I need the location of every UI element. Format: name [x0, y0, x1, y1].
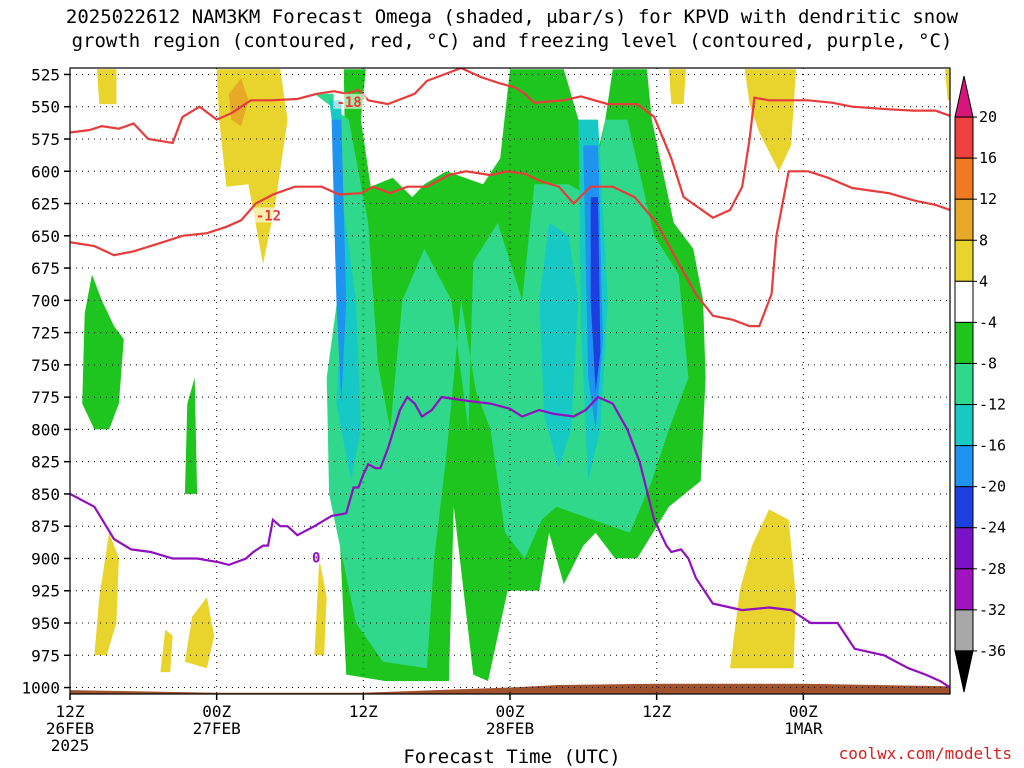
x-tick-label: 00Z	[496, 702, 525, 721]
colorbar-swatch	[954, 486, 974, 529]
y-tick-label: 625	[31, 195, 60, 214]
omega-region	[590, 197, 601, 391]
y-tick-label: 825	[31, 453, 60, 472]
x-tick-label: 1MAR	[784, 719, 823, 738]
omega-region	[668, 69, 686, 105]
colorbar-swatch	[954, 198, 974, 241]
colorbar-cap-bottom	[954, 650, 974, 693]
x-tick-label: 12Z	[642, 702, 671, 721]
y-tick-label: 900	[31, 549, 60, 568]
contour-label-bg	[333, 93, 367, 109]
colorbar-label: 20	[979, 108, 997, 126]
omega-region	[730, 509, 796, 669]
colorbar-label: -12	[979, 396, 1006, 414]
colorbar-swatch	[954, 239, 974, 282]
colorbar-label: -32	[979, 601, 1006, 619]
colorbar-label: -28	[979, 560, 1006, 578]
omega-region	[94, 532, 119, 656]
x-tick-label: 27FEB	[193, 719, 241, 738]
omega-region	[82, 274, 124, 430]
colorbar-cap-top	[954, 75, 974, 118]
y-tick-label: 750	[31, 356, 60, 375]
omega-region	[331, 119, 347, 404]
contour-line	[70, 170, 950, 328]
credit-link[interactable]: coolwx.com/modelts	[838, 744, 1012, 763]
omega-region	[184, 377, 198, 494]
x-tick-label: 12Z	[349, 702, 378, 721]
colorbar-label: -4	[979, 313, 997, 331]
chart-title-line2: growth region (contoured, red, °C) and f…	[71, 30, 953, 52]
y-tick-label: 600	[31, 162, 60, 181]
x-tick-label: 2025	[51, 736, 90, 755]
colorbar-label: 16	[979, 149, 997, 167]
colorbar-label: 4	[979, 272, 988, 290]
y-tick-label: 925	[31, 582, 60, 601]
contour-label: -12	[256, 208, 281, 224]
contour-label: 0	[312, 550, 320, 566]
x-axis-title: Forecast Time (UTC)	[403, 746, 621, 768]
y-tick-label: 875	[31, 517, 60, 536]
y-tick-label: 575	[31, 130, 60, 149]
y-tick-label: 675	[31, 259, 60, 278]
colorbar-label: 8	[979, 231, 988, 249]
y-tick-label: 950	[31, 614, 60, 633]
y-tick-label: 725	[31, 324, 60, 343]
contour-label-bg	[252, 207, 286, 223]
colorbar-swatch	[954, 609, 974, 652]
chart-title-line1: 2025022612 NAM3KM Forecast Omega (shaded…	[65, 6, 959, 28]
colorbar-label: -24	[979, 519, 1006, 537]
contour-line	[70, 395, 950, 689]
colorbar-label: -8	[979, 354, 997, 372]
omega-region	[96, 69, 117, 105]
omega-region	[744, 69, 796, 172]
contour-line	[70, 68, 950, 219]
colorbar-swatch	[954, 445, 974, 488]
omega-region	[314, 558, 327, 656]
y-tick-label: 850	[31, 485, 60, 504]
colorbar-swatch	[954, 157, 974, 200]
omega-region	[184, 597, 215, 669]
y-tick-label: 700	[31, 291, 60, 310]
colorbar-swatch	[954, 527, 974, 570]
colorbar-swatch	[954, 568, 974, 611]
y-tick-label: 975	[31, 646, 60, 665]
omega-region	[228, 78, 249, 127]
colorbar-label: -36	[979, 642, 1006, 660]
contour-label-bg	[309, 549, 324, 565]
omega-region	[945, 69, 950, 101]
contour-label: -18	[336, 95, 361, 111]
colorbar-swatch	[954, 280, 974, 323]
colorbar-swatch	[954, 116, 974, 159]
terrain-surface	[70, 683, 950, 694]
omega-region	[160, 629, 173, 673]
colorbar-swatch	[954, 362, 974, 406]
x-tick-label: 26FEB	[46, 719, 94, 738]
colorbar-swatch	[954, 404, 974, 447]
y-tick-label: 525	[31, 65, 60, 84]
x-tick-label: 00Z	[202, 702, 231, 721]
y-tick-label: 650	[31, 227, 60, 246]
colorbar-label: 12	[979, 190, 997, 208]
colorbar-label: -16	[979, 437, 1006, 455]
colorbar-label: -20	[979, 478, 1006, 496]
y-tick-label: 775	[31, 388, 60, 407]
y-tick-label: 1000	[21, 679, 60, 698]
x-tick-label: 28FEB	[486, 719, 534, 738]
y-tick-label: 800	[31, 420, 60, 439]
x-tick-label: 00Z	[789, 702, 818, 721]
x-tick-label: 12Z	[56, 702, 85, 721]
colorbar-swatch	[954, 321, 974, 364]
y-tick-label: 550	[31, 98, 60, 117]
omega-region	[539, 222, 579, 469]
